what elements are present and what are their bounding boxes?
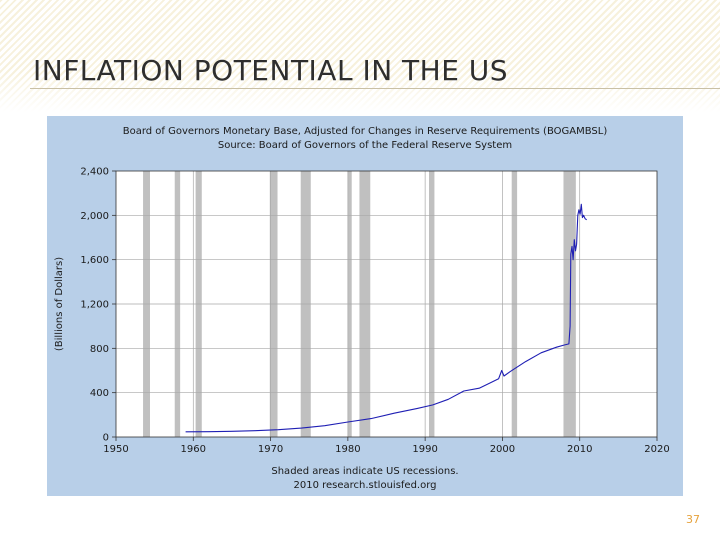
plot-border (115, 170, 658, 438)
chart-footer-source: 2010 research.stlouisfed.org (293, 480, 436, 491)
slide-title: INFLATION POTENTIAL IN THE US (33, 54, 509, 87)
series-group (185, 203, 588, 433)
y-tick-label: 800 (90, 344, 109, 355)
chart-subtitle: Source: Board of Governors of the Federa… (218, 140, 512, 151)
y-tick-label: 2,000 (80, 211, 109, 222)
y-tick-label: 1,600 (80, 255, 109, 266)
y-tick-label: 400 (90, 388, 109, 399)
y-axis-label: (Billions of Dollars) (54, 257, 65, 351)
y-tick-label: 1,200 (80, 300, 109, 311)
x-tick-label: 1980 (335, 444, 360, 455)
x-tick-label: 1990 (412, 444, 437, 455)
x-tick-label: 1960 (181, 444, 206, 455)
x-tick-label: 2010 (567, 444, 592, 455)
y-tick-label: 2,400 (80, 167, 109, 178)
x-tick-label: 1970 (258, 444, 283, 455)
grid-lines (116, 171, 657, 437)
page-number: 37 (686, 513, 700, 526)
chart-title: Board of Governors Monetary Base, Adjust… (123, 126, 608, 137)
y-tick-label: 0 (103, 433, 109, 444)
x-tick-label: 2020 (644, 444, 669, 455)
title-rule (30, 88, 720, 89)
axis-ticks: 0 400 800 1,200 1,600 2,000 2,400 1950 1960 1970 1… (80, 167, 669, 456)
chart-footer-recessions: Shaded areas indicate US recessions. (271, 466, 458, 477)
series-line-0 (185, 203, 588, 433)
x-tick-label: 1950 (103, 444, 128, 455)
title-background-stripes (0, 0, 720, 112)
monetary-base-chart: Board of Governors Monetary Base, Adjust… (54, 126, 670, 491)
x-tick-label: 2000 (490, 444, 515, 455)
